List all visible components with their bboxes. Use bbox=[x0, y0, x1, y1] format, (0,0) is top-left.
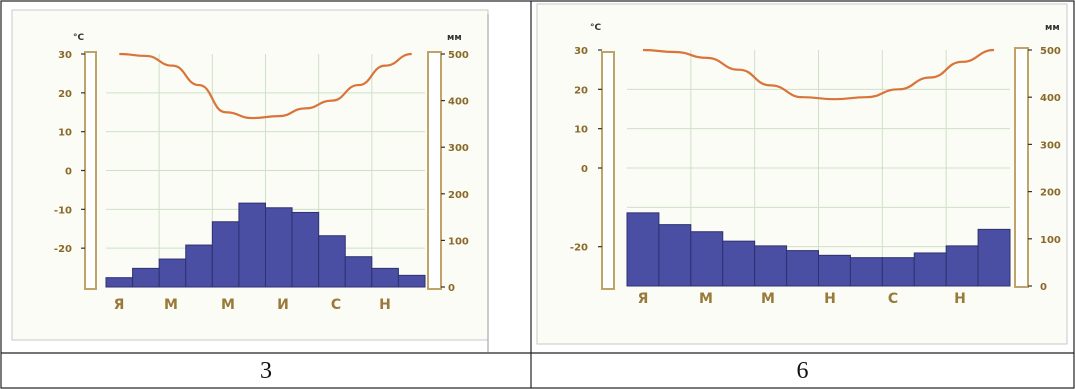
precipitation-bar bbox=[185, 244, 213, 288]
caption-6: 6 bbox=[796, 358, 809, 384]
month-label: М bbox=[221, 297, 235, 313]
month-label: М bbox=[164, 297, 178, 313]
precipitation-bar bbox=[211, 221, 240, 288]
precipitation-bar bbox=[132, 267, 160, 288]
precip-tick-label: 100 bbox=[1040, 235, 1061, 246]
chart-panel-3 bbox=[11, 9, 489, 341]
month-label: М bbox=[761, 291, 775, 307]
precip-tick-label: 200 bbox=[448, 190, 469, 201]
temp-tick-label: 10 bbox=[574, 125, 588, 136]
precipitation-bar bbox=[158, 258, 187, 288]
precipitation-bar bbox=[818, 254, 851, 287]
precipitation-bar bbox=[658, 224, 692, 287]
month-label: Н bbox=[954, 291, 966, 307]
precipitation-bar bbox=[397, 274, 426, 288]
precipitation-bar bbox=[318, 235, 346, 288]
month-label: Я bbox=[114, 297, 125, 313]
precip-tick-label: 500 bbox=[1040, 46, 1061, 57]
precipitation-axis bbox=[1014, 47, 1029, 288]
precipitation-bar bbox=[344, 256, 373, 288]
precip-tick-label: 300 bbox=[1040, 140, 1061, 151]
precipitation-bar bbox=[690, 231, 724, 287]
temp-tick-label: -20 bbox=[54, 244, 72, 255]
precipitation-bar bbox=[238, 202, 267, 288]
precipitation-bar bbox=[626, 212, 660, 287]
temperature-line bbox=[642, 48, 995, 101]
precip-tick-label: 300 bbox=[448, 143, 469, 154]
temperature-axis bbox=[84, 51, 97, 290]
precipitation-bar bbox=[786, 250, 819, 287]
precipitation-bar bbox=[265, 207, 293, 288]
month-label: М bbox=[699, 291, 713, 307]
precip-tick-label: 400 bbox=[1040, 93, 1061, 104]
month-label: И bbox=[277, 297, 289, 313]
chart-panel-6 bbox=[536, 3, 1068, 345]
temp-tick-label: 0 bbox=[65, 167, 72, 178]
temperature-axis bbox=[601, 51, 615, 290]
precip-unit-label: мм bbox=[447, 33, 462, 43]
precipitation-bar bbox=[881, 257, 915, 287]
temp-tick-label: -10 bbox=[54, 205, 72, 216]
month-label: Я bbox=[638, 291, 649, 307]
precipitation-bar bbox=[913, 252, 947, 287]
precipitation-bar bbox=[105, 277, 134, 288]
precipitation-bar bbox=[977, 228, 1011, 287]
precip-tick-label: 100 bbox=[448, 236, 469, 247]
temp-unit-label: °C bbox=[590, 23, 602, 33]
month-label: Н bbox=[379, 297, 391, 313]
precipitation-bar bbox=[945, 245, 979, 287]
temp-tick-label: 20 bbox=[574, 85, 588, 96]
temp-unit-label: °C bbox=[73, 33, 85, 43]
precip-tick-label: 200 bbox=[1040, 188, 1061, 199]
precipitation-bar bbox=[754, 245, 788, 287]
precipitation-bar bbox=[849, 257, 883, 287]
temp-tick-label: -20 bbox=[570, 243, 588, 254]
month-label: С bbox=[331, 297, 341, 313]
precipitation-bar bbox=[371, 267, 399, 288]
temp-tick-label: 30 bbox=[574, 46, 588, 57]
temp-tick-label: 30 bbox=[58, 50, 72, 61]
precip-tick-label: 500 bbox=[448, 50, 469, 61]
precipitation-axis bbox=[427, 51, 442, 290]
precip-tick-label: 0 bbox=[1040, 282, 1047, 293]
precip-tick-label: 0 bbox=[448, 283, 455, 294]
caption-3: 3 bbox=[260, 358, 272, 384]
month-label: Н bbox=[824, 291, 836, 307]
precip-tick-label: 400 bbox=[448, 97, 469, 108]
temp-tick-label: 10 bbox=[58, 128, 72, 139]
precipitation-bar bbox=[722, 240, 756, 287]
temperature-line bbox=[119, 52, 412, 120]
month-label: С bbox=[888, 291, 898, 307]
temp-tick-label: 20 bbox=[58, 89, 72, 100]
precipitation-bar bbox=[291, 211, 320, 288]
precip-unit-label: мм bbox=[1045, 23, 1060, 33]
temp-tick-label: 0 bbox=[581, 164, 588, 175]
